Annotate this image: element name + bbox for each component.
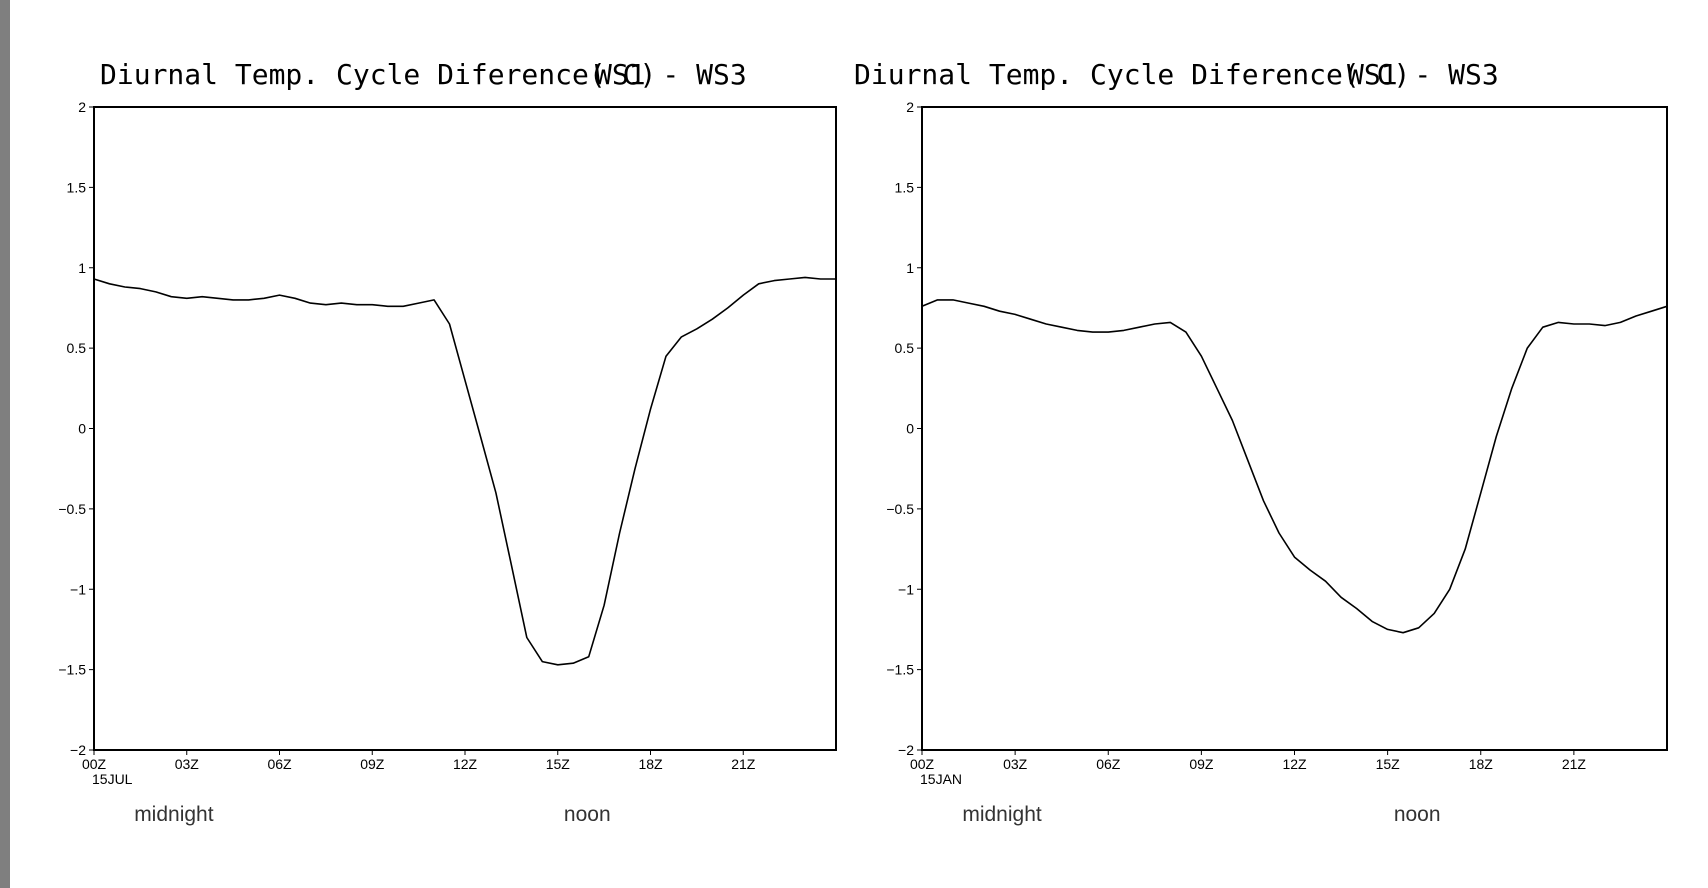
x-tick-label: 00Z <box>910 756 935 772</box>
y-tick-label: 0 <box>906 421 914 437</box>
chart-july: Diurnal Temp. Cycle Diference( C) WS1 - … <box>58 58 837 826</box>
x-tick-label: 00Z <box>82 756 107 772</box>
x-tick-label: 18Z <box>638 756 663 772</box>
y-tick-label: −1.5 <box>58 662 86 678</box>
annotation-midnight: midnight <box>134 803 214 826</box>
chart-title: Diurnal Temp. Cycle Diference( C) <box>100 58 656 91</box>
y-tick-label: −0.5 <box>58 501 86 517</box>
annotation-noon: noon <box>564 803 611 826</box>
y-tick-label: 1.5 <box>895 179 915 195</box>
y-tick-label: −1 <box>898 581 914 597</box>
y-tick-label: 1 <box>906 260 914 276</box>
chart-panel-july: Diurnal Temp. Cycle Diference( C) WS1 - … <box>0 0 850 888</box>
y-tick-label: 0 <box>78 421 86 437</box>
y-tick-label: −1 <box>70 581 86 597</box>
x-tick-label: 12Z <box>1282 756 1307 772</box>
x-tick-label: 03Z <box>1003 756 1028 772</box>
plot-frame <box>93 106 837 751</box>
chart-january: Diurnal Temp. Cycle Diference( C) WS1 - … <box>854 58 1668 826</box>
chart-title-right: WS1 - WS3 <box>595 58 747 91</box>
y-tick-label: 1.5 <box>67 179 87 195</box>
annotation-noon: noon <box>1394 803 1441 826</box>
y-tick-label: −1.5 <box>886 662 914 678</box>
x-tick-label: 09Z <box>1189 756 1214 772</box>
y-tick-label: 1 <box>78 260 86 276</box>
series-line <box>921 299 1668 634</box>
y-tick-label: −2 <box>70 742 86 758</box>
x-date-label: 15JAN <box>920 771 962 787</box>
x-tick-label: 21Z <box>731 756 756 772</box>
series-line <box>93 276 837 666</box>
x-tick-label: 15Z <box>1376 756 1401 772</box>
y-tick-label: 2 <box>78 99 86 115</box>
left-edge-bar <box>0 0 10 888</box>
x-date-label: 15JUL <box>92 771 133 787</box>
x-tick-label: 12Z <box>453 756 478 772</box>
y-tick-label: 0.5 <box>895 340 915 356</box>
chart-panel-january: Diurnal Temp. Cycle Diference( C) WS1 - … <box>850 0 1708 888</box>
x-tick-label: 06Z <box>1096 756 1121 772</box>
plot-frame <box>921 106 1668 751</box>
y-tick-label: −2 <box>898 742 914 758</box>
y-tick-label: −0.5 <box>886 501 914 517</box>
x-tick-label: 15Z <box>546 756 571 772</box>
x-tick-label: 06Z <box>267 756 292 772</box>
x-tick-label: 21Z <box>1562 756 1587 772</box>
chart-title: Diurnal Temp. Cycle Diference( C) <box>854 58 1410 91</box>
annotation-midnight: midnight <box>962 803 1042 826</box>
y-tick-label: 2 <box>906 99 914 115</box>
x-tick-label: 03Z <box>175 756 200 772</box>
chart-title-right: WS1 - WS3 <box>1347 58 1499 91</box>
y-tick-label: 0.5 <box>67 340 87 356</box>
x-tick-label: 09Z <box>360 756 385 772</box>
x-tick-label: 18Z <box>1469 756 1494 772</box>
